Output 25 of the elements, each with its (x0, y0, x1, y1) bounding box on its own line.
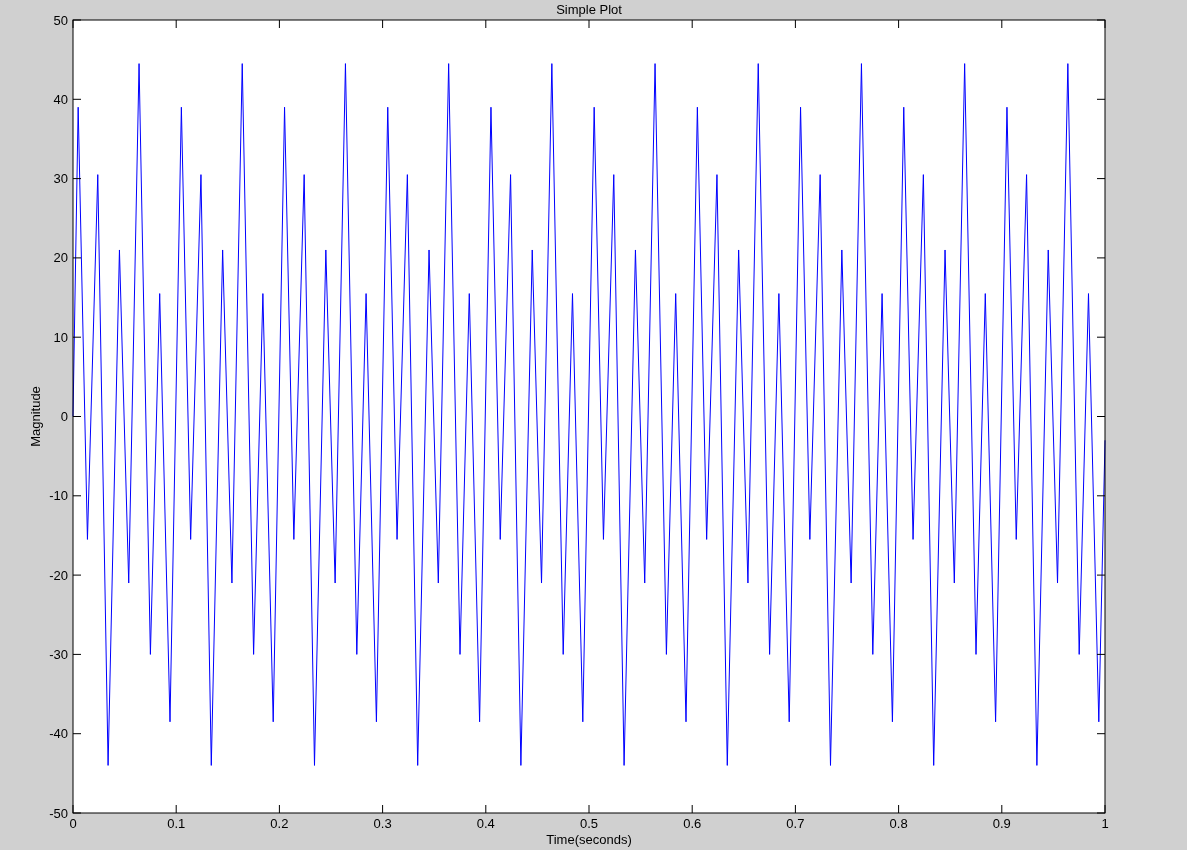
y-tick-label: -40 (49, 726, 68, 742)
y-tick-label: -50 (49, 805, 68, 821)
y-tick-label: 50 (53, 12, 68, 28)
x-tick-label: 0.3 (373, 816, 392, 831)
y-tick-label: 30 (53, 171, 68, 187)
y-tick-label: 10 (53, 329, 68, 345)
x-tick-label: 0.8 (889, 816, 908, 831)
y-tick-label: -30 (49, 646, 68, 662)
chart-title: Simple Plot (556, 2, 623, 17)
y-tick-label: -20 (49, 567, 68, 583)
y-axis-title: Magnitude (28, 386, 43, 447)
y-tick-label: 40 (53, 91, 68, 107)
y-tick-label: 0 (60, 409, 68, 424)
y-tick-label: -10 (49, 488, 68, 504)
x-tick-label: 0.9 (992, 816, 1011, 831)
x-tick-label: 0.2 (270, 816, 289, 831)
x-tick-label: 0.6 (683, 816, 702, 831)
x-tick-label: 1 (1101, 816, 1109, 831)
x-tick-label: 0.4 (476, 816, 495, 831)
x-axis-title: Time(seconds) (546, 832, 632, 847)
line-series (72, 63, 1106, 766)
x-tick-label: 0.5 (579, 816, 599, 831)
x-tick-label: 0.1 (167, 816, 186, 831)
y-tick-label: 20 (53, 250, 68, 266)
x-tick-label: 0.7 (786, 816, 805, 831)
